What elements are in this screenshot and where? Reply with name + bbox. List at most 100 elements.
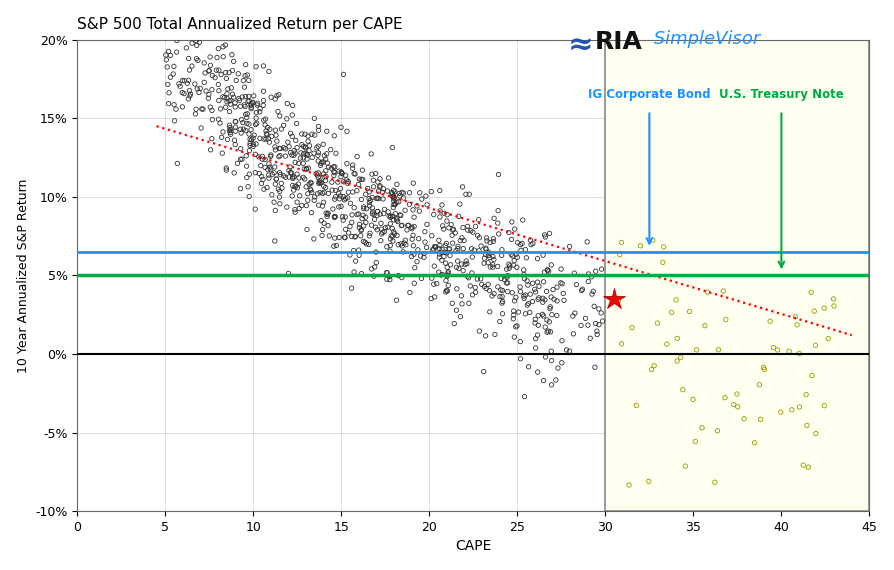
Point [240, 173, 254, 182]
Point [389, 296, 403, 305]
Point [625, 323, 639, 332]
Point [316, 198, 331, 207]
Point [253, 134, 267, 143]
Point [465, 253, 479, 262]
Point [509, 250, 523, 259]
Point [185, 62, 199, 71]
Point [334, 168, 349, 177]
Point [556, 289, 570, 298]
Point [267, 162, 282, 172]
Point [294, 148, 308, 157]
Point [351, 180, 366, 189]
Point [333, 184, 348, 193]
Point [425, 231, 439, 241]
Point [553, 278, 568, 287]
Point [511, 307, 526, 316]
Point [292, 204, 307, 213]
Point [827, 302, 841, 311]
Point [392, 271, 406, 280]
Point [509, 322, 523, 331]
Point [407, 222, 421, 231]
Point [268, 180, 283, 189]
Point [255, 154, 269, 164]
Point [242, 146, 257, 155]
Point [539, 287, 553, 296]
Point [203, 61, 217, 70]
Point [313, 188, 327, 197]
Point [513, 337, 527, 346]
Point [566, 311, 580, 320]
Point [167, 116, 181, 125]
Point [383, 272, 397, 281]
Point [365, 170, 379, 179]
Point [212, 86, 226, 95]
Point [356, 175, 370, 184]
Point [271, 185, 285, 194]
Point [447, 319, 461, 328]
Point [530, 368, 544, 377]
Point [278, 144, 292, 153]
Point [240, 119, 254, 128]
Point [222, 68, 236, 77]
Point [365, 264, 379, 274]
Point [440, 210, 454, 219]
Point [547, 295, 561, 304]
Point [338, 213, 352, 222]
Point [249, 168, 263, 177]
Point [433, 241, 447, 250]
Point [509, 293, 523, 302]
Point [246, 133, 260, 142]
Point [345, 232, 359, 241]
Point [478, 243, 493, 253]
Point [354, 226, 368, 235]
Point [246, 140, 260, 149]
Point [528, 343, 543, 352]
Point [388, 199, 402, 208]
Point [368, 223, 383, 232]
Point [549, 376, 563, 385]
Point [373, 181, 387, 190]
Point [521, 299, 536, 308]
Point [231, 159, 245, 168]
Point [540, 265, 554, 274]
Point [526, 239, 540, 248]
Point [650, 319, 664, 328]
Point [611, 296, 626, 305]
Point [505, 251, 519, 260]
Point [236, 76, 250, 85]
Point [395, 241, 409, 250]
Point [432, 244, 446, 253]
Point [587, 363, 602, 372]
Point [440, 271, 454, 280]
Point [368, 169, 383, 178]
Point [304, 186, 318, 195]
Point [580, 237, 595, 246]
Point [319, 209, 333, 218]
Point [386, 215, 401, 225]
Point [502, 261, 517, 270]
Point [523, 290, 537, 299]
Point [719, 315, 733, 324]
Point [326, 171, 341, 180]
Point [309, 169, 324, 178]
Point [195, 104, 209, 113]
Point [442, 223, 456, 233]
Point [218, 103, 232, 112]
Point [520, 276, 535, 286]
Point [766, 343, 780, 352]
Point [271, 107, 285, 116]
Point [241, 120, 256, 129]
Point [242, 96, 257, 105]
Point [236, 124, 250, 133]
Point [481, 258, 495, 267]
Point [241, 76, 256, 85]
Point [394, 273, 409, 282]
Point [232, 94, 246, 103]
Point [426, 245, 441, 254]
Point [207, 7, 222, 17]
Point [198, 78, 212, 87]
Point [451, 256, 465, 266]
Point [544, 260, 559, 270]
Point [263, 125, 277, 134]
Point [243, 139, 257, 148]
